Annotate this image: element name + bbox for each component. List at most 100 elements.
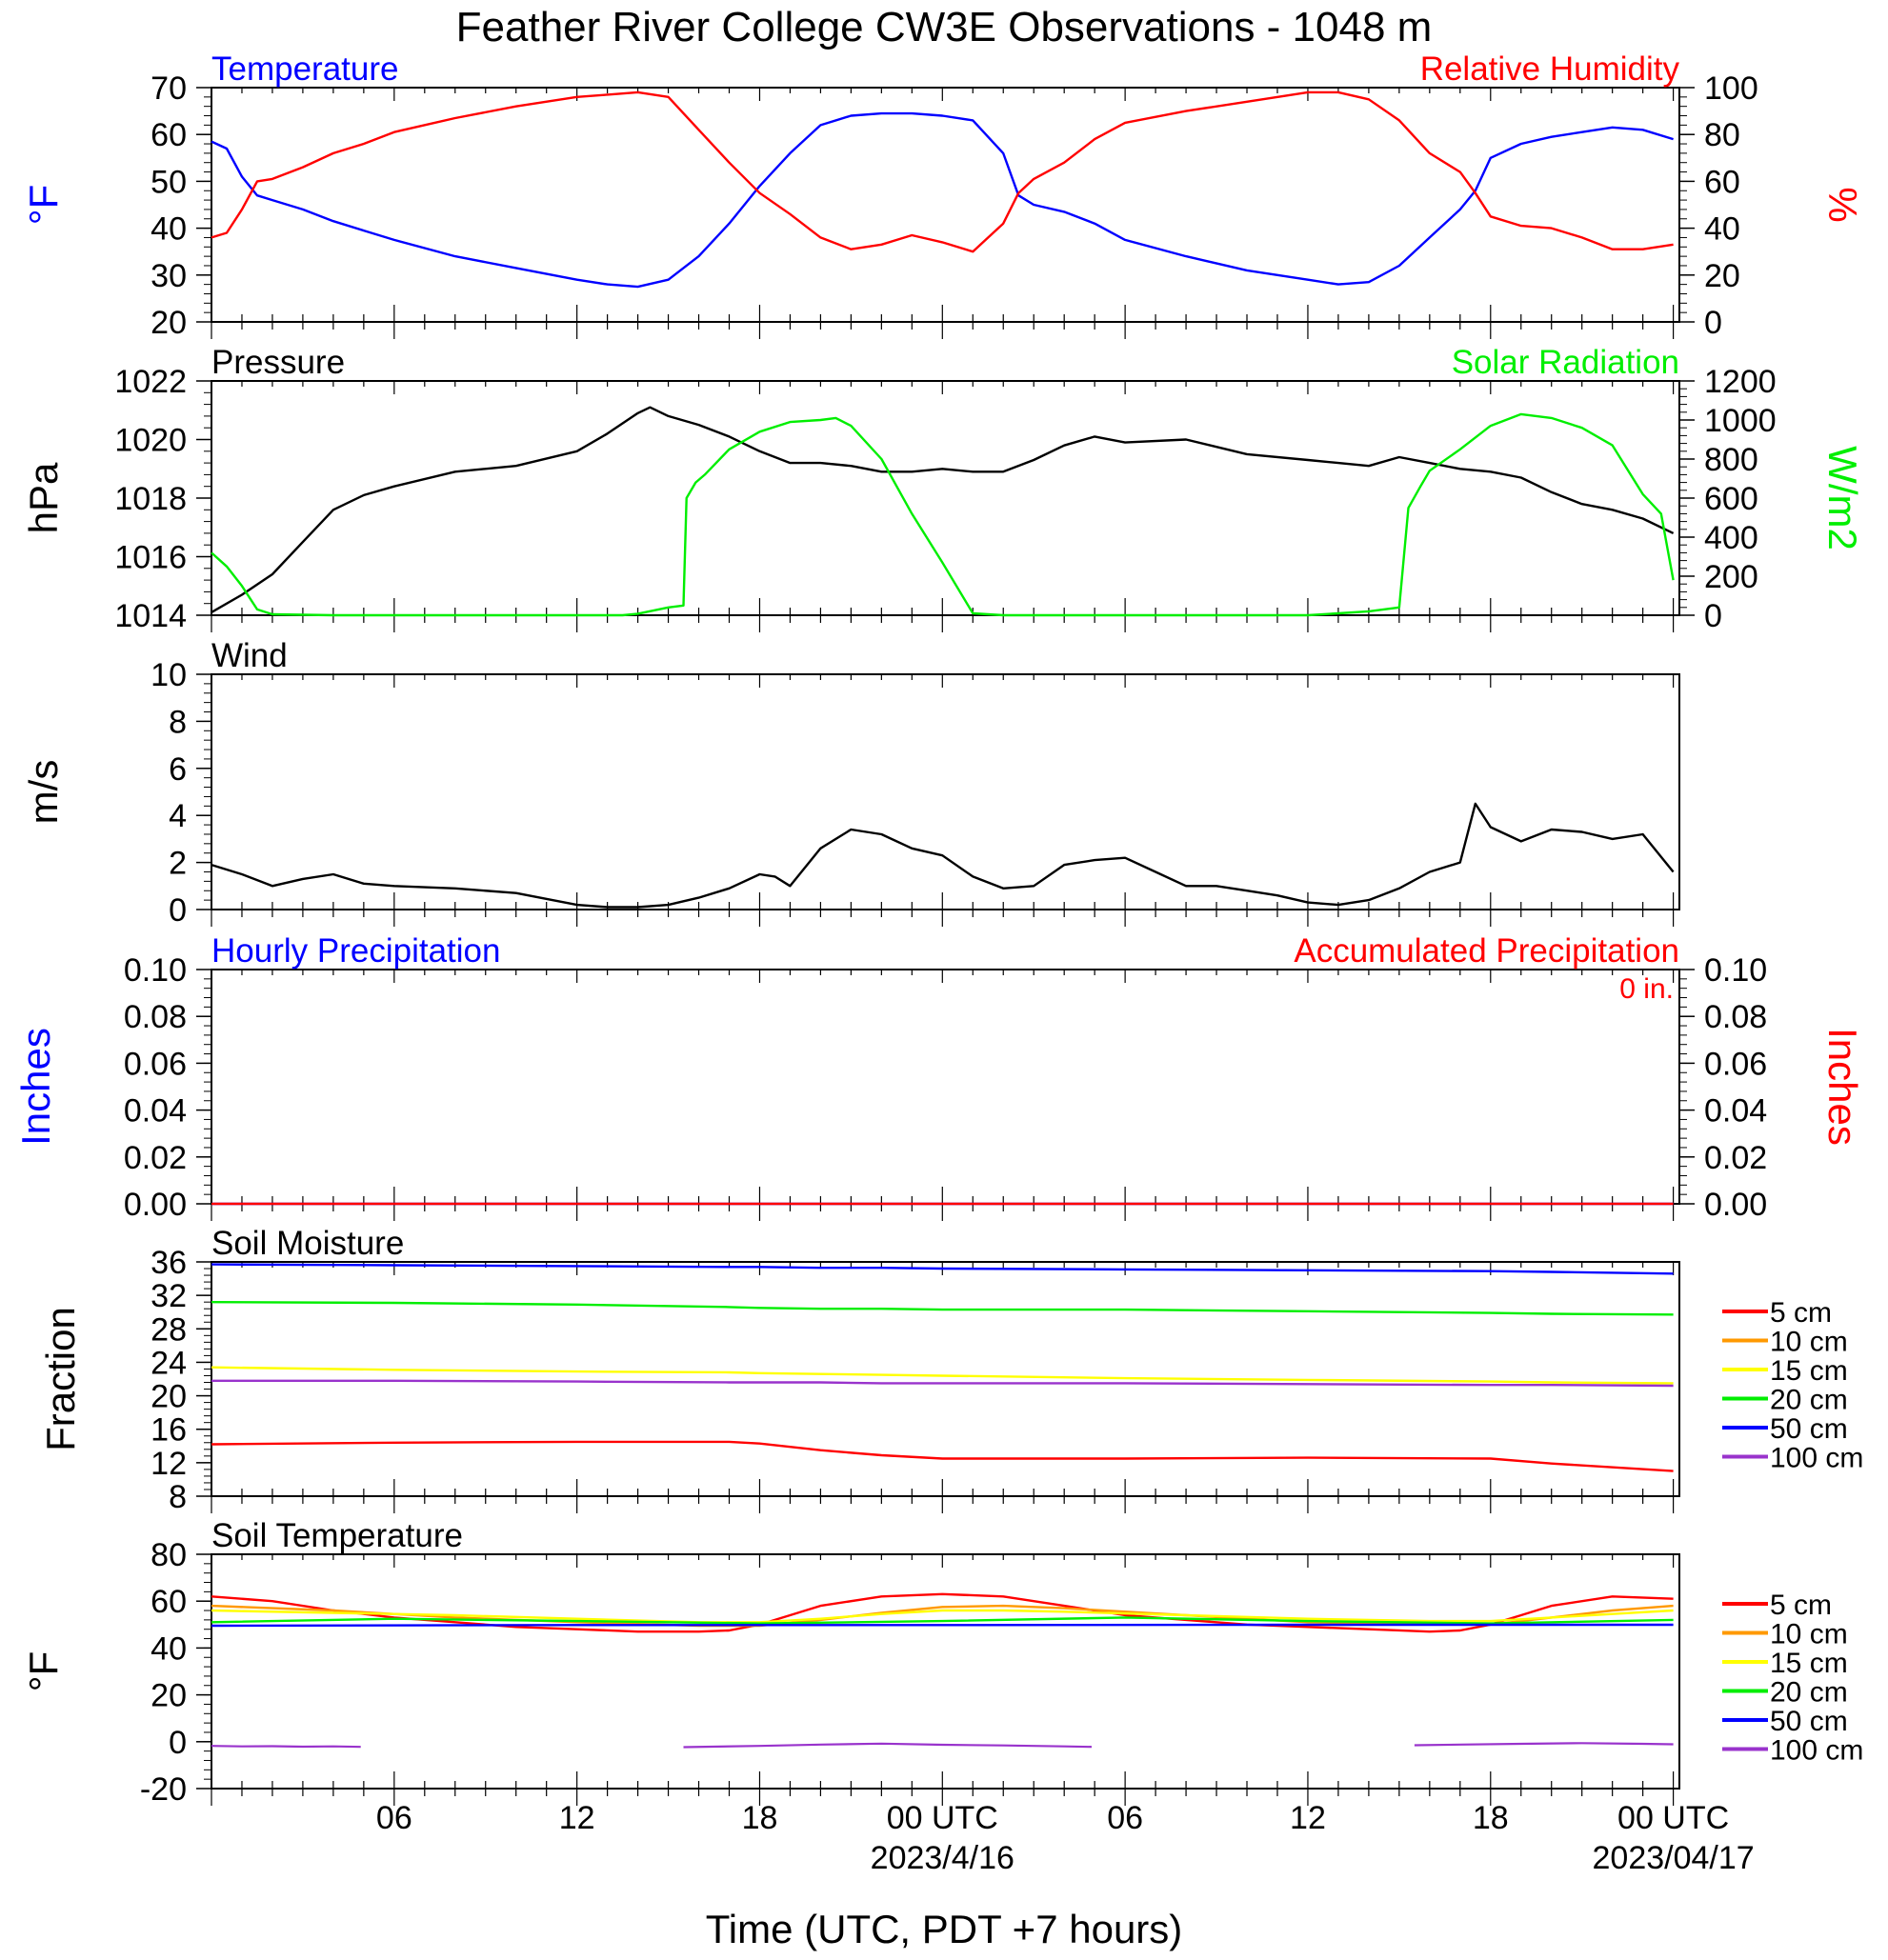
y-tick-label: 0.06 (1704, 1046, 1767, 1082)
y-tick-label: 70 (151, 70, 187, 107)
x-tick-label: 12 (1290, 1800, 1326, 1836)
panel-title-left: Hourly Precipitation (211, 932, 500, 970)
series-line-solar-radiation (211, 412, 1675, 617)
legend-label: 15 cm (1770, 1648, 1848, 1679)
y-axis-label-right: Inches (1820, 1028, 1865, 1146)
y-tick-label: 0 (1704, 598, 1722, 634)
legend-label: 100 cm (1770, 1443, 1863, 1474)
y-tick-label: 600 (1704, 481, 1758, 517)
y-tick-label: 20 (151, 1379, 187, 1415)
y-tick-label: 8 (169, 1479, 187, 1515)
series-line-20-cm (211, 1616, 1674, 1625)
y-tick-label: 0.06 (124, 1046, 187, 1082)
x-tick-label: 00 UTC (1617, 1800, 1729, 1836)
legend-label: 5 cm (1770, 1297, 1832, 1329)
legend-label: 15 cm (1770, 1355, 1848, 1387)
legend-label: 50 cm (1770, 1413, 1848, 1445)
y-tick-label: 100 (1704, 70, 1758, 107)
y-tick-label: 400 (1704, 520, 1758, 556)
y-tick-label: 1016 (114, 540, 187, 576)
series-line-100-cm (211, 1379, 1674, 1388)
y-tick-label: 2 (169, 846, 187, 882)
y-tick-label: 20 (1704, 258, 1740, 294)
y-tick-label: 0.10 (124, 952, 187, 989)
panel-title-right: Relative Humidity (1420, 50, 1680, 88)
chart-panels: Temperature Relative Humidity203040506070… (13, 50, 1865, 1808)
x-tick-label: 12 (559, 1800, 595, 1836)
panel-3: Wind 0 2 4 6 8 10 m/s (21, 637, 1680, 929)
panel-title-right: Accumulated Precipitation (1294, 932, 1679, 970)
y-axis-label-right: % (1820, 187, 1865, 222)
y-tick-label: 4 (169, 798, 187, 834)
y-tick-label: 1018 (114, 481, 187, 517)
legend-label: 5 cm (1770, 1590, 1832, 1621)
y-tick-label: 30 (151, 258, 187, 294)
panel-title-left: Soil Temperature (211, 1517, 463, 1554)
y-tick-label: 28 (151, 1311, 187, 1348)
series-line-100-cm (211, 1745, 361, 1749)
y-tick-label: 20 (151, 305, 187, 341)
plot-frame (211, 1553, 1680, 1790)
y-tick-label: 1200 (1704, 364, 1777, 400)
legend-label: 50 cm (1770, 1706, 1848, 1737)
series-line-relative-humidity (211, 90, 1674, 253)
series-line-20-cm (211, 1300, 1674, 1316)
legend-label: 20 cm (1770, 1385, 1848, 1416)
y-axis-label-left: hPa (21, 462, 66, 533)
y-tick-label: 0.08 (1704, 999, 1767, 1035)
legend-label: 100 cm (1770, 1735, 1863, 1767)
y-tick-label: 24 (151, 1345, 187, 1381)
y-tick-label: 12 (151, 1446, 187, 1482)
series-line-pressure (211, 406, 1675, 613)
x-tick-label: 00 UTC (887, 1800, 998, 1836)
chart-title: Feather River College CW3E Observations … (456, 4, 1433, 50)
y-tick-label: 40 (151, 211, 187, 248)
x-tick-label: 06 (1107, 1800, 1143, 1836)
panel-title-left: Soil Moisture (211, 1225, 404, 1262)
panel-title-left: Wind (211, 637, 288, 674)
y-tick-label: 0.00 (1704, 1187, 1767, 1223)
y-tick-label: 0.02 (124, 1140, 187, 1176)
panel-2: Pressure Solar Radiation 1014 1016 1018 1020 1… (21, 344, 1865, 634)
y-tick-label: 1000 (1704, 403, 1777, 439)
series-line-temperature (211, 111, 1674, 289)
panel-1: Temperature Relative Humidity 20 30 40 50 60 70… (21, 50, 1865, 341)
panel-title-left: Pressure (211, 344, 345, 381)
series-line-50-cm (211, 1263, 1674, 1275)
x-tick-label: 06 (376, 1800, 412, 1836)
y-tick-label: 16 (151, 1412, 187, 1449)
legend-label: 10 cm (1770, 1327, 1848, 1358)
plot-frame (211, 1261, 1680, 1497)
y-axis-label-right: W/m2 (1820, 446, 1865, 550)
y-tick-label: 0.04 (124, 1093, 187, 1130)
y-tick-label: 1014 (114, 598, 187, 634)
plot-frame (211, 969, 1680, 1205)
x-date-label: 2023/4/16 (871, 1840, 1014, 1876)
plot-frame (211, 87, 1680, 323)
y-tick-label: 40 (151, 1630, 187, 1667)
y-tick-label: -20 (140, 1771, 187, 1808)
y-tick-label: 80 (1704, 117, 1740, 153)
y-tick-label: 8 (169, 704, 187, 740)
x-axis-label: Time (UTC, PDT +7 hours) (706, 1907, 1183, 1951)
y-tick-label: 36 (151, 1245, 187, 1281)
y-tick-label: 40 (1704, 211, 1740, 248)
y-tick-label: 1020 (114, 423, 187, 459)
plot-frame (211, 380, 1680, 616)
series-line-15-cm (211, 1609, 1674, 1624)
panel-4: Hourly Precipitation Accumulated Precipit… (13, 932, 1865, 1223)
y-tick-label: 60 (1704, 164, 1740, 200)
y-tick-label: 0.08 (124, 999, 187, 1035)
series-line-100-cm (1414, 1742, 1674, 1747)
y-tick-label: 0.00 (124, 1187, 187, 1223)
y-tick-label: 60 (151, 117, 187, 153)
y-tick-label: 60 (151, 1584, 187, 1620)
y-axis-label-left: Inches (13, 1028, 58, 1146)
series-line-50-cm (211, 1623, 1674, 1628)
series-line-5-cm (211, 1440, 1674, 1472)
y-tick-label: 32 (151, 1278, 187, 1314)
